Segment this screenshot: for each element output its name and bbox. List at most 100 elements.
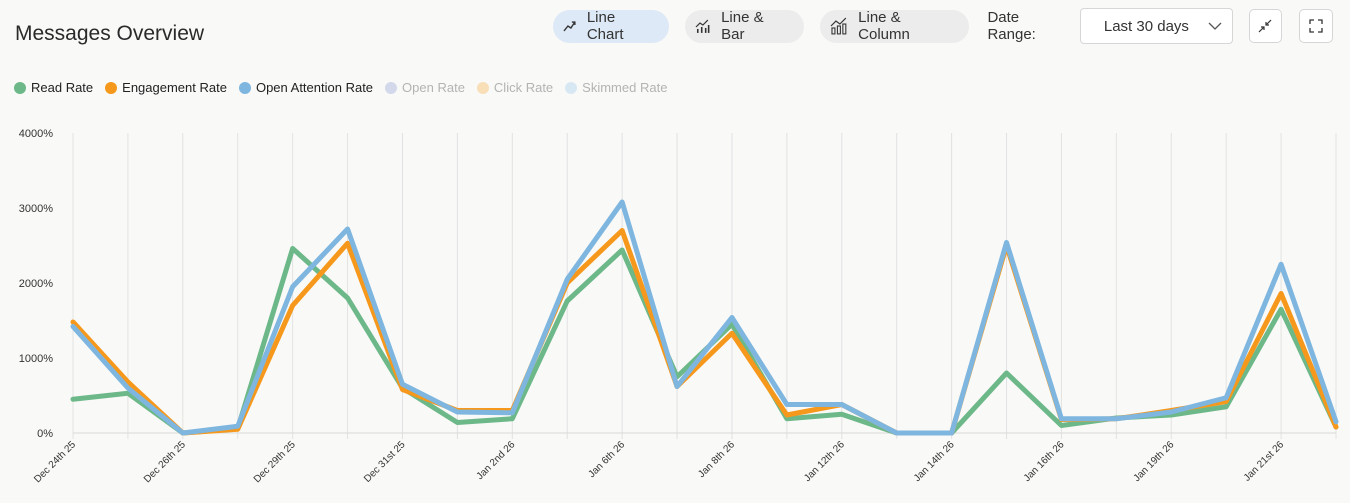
data-point-open-attention-rate bbox=[237, 425, 239, 427]
x-tick-label: Jan 19th 26 bbox=[1132, 439, 1177, 484]
line-chart-button[interactable]: Line Chart bbox=[553, 9, 670, 43]
page-title: Messages Overview bbox=[15, 22, 205, 45]
date-range-select[interactable]: Last 30 days bbox=[1079, 8, 1233, 44]
data-point-read-rate bbox=[786, 418, 788, 420]
legend-item-read-rate[interactable]: Read Rate bbox=[14, 80, 93, 95]
data-point-read-rate bbox=[1060, 425, 1062, 426]
legend-label: Engagement Rate bbox=[122, 80, 227, 95]
data-point-open-attention-rate bbox=[951, 432, 953, 434]
data-point-open-attention-rate bbox=[511, 412, 513, 414]
data-point-open-attention-rate bbox=[292, 286, 294, 288]
line-column-icon bbox=[830, 17, 847, 35]
date-range-label: Date Range: bbox=[987, 9, 1036, 43]
series-line-read-rate bbox=[70, 246, 1339, 436]
legend-item-click-rate[interactable]: Click Rate bbox=[476, 80, 554, 95]
data-point-engagement-rate bbox=[292, 305, 294, 306]
data-point-open-attention-rate bbox=[786, 404, 788, 405]
legend-label: Read Rate bbox=[31, 80, 94, 95]
data-point-engagement-rate bbox=[621, 230, 623, 231]
data-point-read-rate bbox=[127, 392, 129, 394]
data-point-open-attention-rate bbox=[1225, 397, 1227, 399]
legend-label: Skimmed Rate bbox=[582, 80, 668, 95]
legend-item-engagement-rate[interactable]: Engagement Rate bbox=[105, 80, 227, 95]
x-tick-label: Dec 24th 25 bbox=[32, 439, 78, 485]
chevron-down-icon bbox=[1208, 22, 1222, 30]
data-point-open-attention-rate bbox=[182, 432, 184, 434]
x-tick-label: Jan 6th 26 bbox=[586, 439, 627, 480]
y-tick-label: 0% bbox=[37, 428, 53, 440]
x-tick-label: Dec 29th 25 bbox=[252, 439, 298, 485]
chart-toolbar: Line Chart Line & Bar Line & Column Date… bbox=[553, 8, 1350, 44]
x-tick-label: Jan 2nd 26 bbox=[475, 439, 518, 482]
data-point-open-attention-rate bbox=[127, 387, 129, 389]
data-point-open-attention-rate bbox=[1335, 421, 1337, 423]
data-point-open-attention-rate bbox=[72, 326, 74, 327]
data-point-engagement-rate bbox=[786, 414, 788, 416]
data-point-open-attention-rate bbox=[347, 228, 349, 230]
collapse-button[interactable] bbox=[1248, 9, 1283, 43]
data-point-read-rate bbox=[292, 248, 294, 249]
data-point-open-attention-rate bbox=[1280, 263, 1282, 265]
data-point-open-attention-rate bbox=[621, 201, 623, 203]
data-point-read-rate bbox=[456, 422, 458, 423]
fullscreen-icon bbox=[1309, 19, 1323, 33]
date-range-value: Last 30 days bbox=[1103, 17, 1189, 35]
x-tick-label: Jan 8th 26 bbox=[696, 439, 737, 480]
data-point-read-rate bbox=[511, 418, 513, 420]
data-point-open-attention-rate bbox=[1115, 418, 1117, 420]
data-point-engagement-rate bbox=[72, 321, 74, 323]
data-point-open-attention-rate bbox=[676, 386, 678, 387]
data-point-open-attention-rate bbox=[1006, 242, 1008, 243]
x-tick-label: Dec 26th 25 bbox=[142, 439, 188, 485]
line-chart-label: Line Chart bbox=[586, 9, 624, 43]
y-tick-label: 2000% bbox=[19, 278, 53, 290]
data-point-read-rate bbox=[621, 249, 623, 251]
y-tick-label: 3000% bbox=[19, 203, 53, 215]
data-point-read-rate bbox=[566, 300, 568, 302]
legend-dot bbox=[14, 81, 26, 94]
data-point-read-rate bbox=[1170, 414, 1172, 416]
data-point-open-attention-rate bbox=[1060, 418, 1062, 420]
data-point-open-attention-rate bbox=[731, 317, 733, 318]
x-tick-label: Dec 31st 25 bbox=[362, 439, 408, 485]
legend-label: Open Rate bbox=[402, 80, 465, 95]
line-bar-icon bbox=[695, 19, 710, 33]
legend-item-open-attention-rate[interactable]: Open Attention Rate bbox=[238, 80, 374, 95]
data-point-read-rate bbox=[731, 323, 733, 325]
line-column-button[interactable]: Line & Column bbox=[820, 9, 970, 43]
series-line-open-attention-rate bbox=[70, 199, 1339, 436]
data-point-engagement-rate bbox=[731, 332, 733, 334]
x-tick-label: Jan 14th 26 bbox=[912, 439, 957, 484]
legend-label: Click Rate bbox=[493, 80, 554, 95]
x-tick-label: Jan 12th 26 bbox=[802, 439, 847, 484]
data-point-engagement-rate bbox=[1280, 293, 1282, 294]
legend-dot bbox=[385, 81, 398, 94]
legend-item-open-rate[interactable]: Open Rate bbox=[385, 80, 465, 95]
collapse-icon bbox=[1259, 19, 1272, 33]
y-tick-label: 4000% bbox=[19, 128, 53, 140]
y-tick-label: 1000% bbox=[19, 353, 53, 365]
data-point-read-rate bbox=[347, 297, 349, 299]
data-point-read-rate bbox=[1006, 372, 1008, 374]
legend-dot bbox=[238, 81, 251, 94]
legend-dot bbox=[105, 81, 118, 94]
chart-legend: Read Rate Engagement Rate Open Attention R… bbox=[14, 80, 679, 95]
data-point-engagement-rate bbox=[127, 381, 129, 383]
data-point-read-rate bbox=[72, 398, 74, 400]
data-point-engagement-rate bbox=[401, 389, 403, 390]
x-tick-label: Jan 21st 26 bbox=[1242, 439, 1287, 484]
data-point-read-rate bbox=[841, 413, 843, 415]
data-point-open-attention-rate bbox=[896, 432, 898, 434]
data-point-open-attention-rate bbox=[456, 411, 458, 413]
line-bar-button[interactable]: Line & Bar bbox=[685, 9, 805, 43]
data-point-engagement-rate bbox=[347, 242, 349, 244]
data-point-engagement-rate bbox=[1335, 426, 1337, 428]
legend-item-skimmed-rate[interactable]: Skimmed Rate bbox=[565, 80, 667, 95]
data-point-engagement-rate bbox=[1225, 401, 1227, 402]
data-point-open-attention-rate bbox=[566, 278, 568, 280]
fullscreen-button[interactable] bbox=[1299, 9, 1333, 43]
data-point-open-attention-rate bbox=[841, 404, 843, 405]
legend-label: Open Attention Rate bbox=[255, 80, 374, 95]
data-point-engagement-rate bbox=[237, 428, 239, 430]
